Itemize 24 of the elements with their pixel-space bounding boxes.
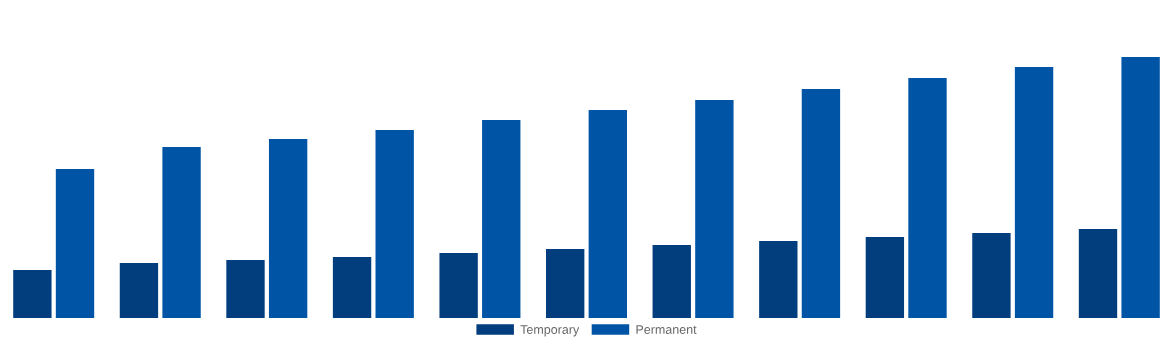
bar [865,237,905,318]
bar [332,256,372,318]
bar [482,119,521,318]
bar [375,130,414,318]
bar [55,168,95,318]
bar [439,253,478,318]
bar [801,89,841,318]
bar [226,260,265,318]
bar [1078,229,1118,318]
bar [908,77,947,318]
bar [588,109,627,318]
bar [162,147,201,318]
bar [119,262,159,318]
legend-label: Temporary [520,325,580,337]
bar [759,241,798,318]
bar [268,138,308,318]
legend-label: Permanent [636,325,697,334]
bar [1014,66,1054,318]
bar [695,100,734,318]
bar [546,249,585,318]
bar [1121,57,1160,318]
bar [652,244,691,318]
bar [972,232,1011,318]
bar [13,269,52,318]
